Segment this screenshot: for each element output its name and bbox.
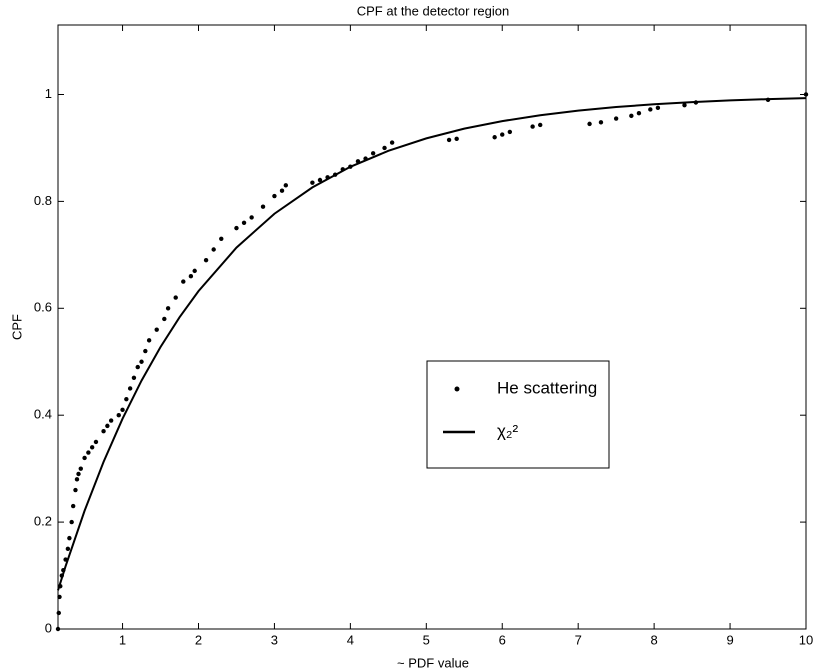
x-axis-label: ~ PDF value — [397, 655, 469, 670]
data-point — [272, 193, 277, 199]
data-point — [70, 503, 76, 509]
data-point — [154, 327, 159, 332]
data-point — [598, 120, 604, 125]
data-point — [56, 610, 61, 616]
data-point — [219, 236, 224, 242]
data-point — [108, 418, 114, 423]
data-point — [69, 519, 74, 525]
data-point — [648, 107, 653, 112]
data-point — [65, 546, 71, 552]
x-tick-label: 5 — [423, 632, 430, 647]
data-point — [73, 487, 78, 493]
data-point — [492, 135, 497, 140]
data-point — [101, 429, 106, 434]
data-point — [120, 407, 125, 413]
data-point — [310, 180, 315, 185]
data-point — [192, 268, 197, 274]
x-tick-label: 9 — [726, 632, 733, 647]
data-point — [382, 145, 387, 151]
x-tick-label: 10 — [799, 632, 813, 647]
chart-title: CPF at the detector region — [357, 3, 509, 18]
data-point — [162, 316, 167, 322]
y-tick-label: 0.2 — [34, 514, 52, 529]
data-point — [105, 423, 110, 429]
data-point — [370, 151, 376, 156]
data-point — [93, 439, 99, 445]
data-point — [500, 132, 505, 137]
data-point — [188, 274, 194, 279]
curve — [57, 97, 807, 591]
data-point — [446, 137, 452, 143]
data-point — [181, 279, 186, 284]
data-point — [629, 113, 634, 119]
data-point — [116, 412, 121, 418]
x-tick-label: 2 — [195, 632, 202, 647]
data-point — [124, 396, 129, 402]
data-point — [454, 136, 459, 142]
data-point — [241, 220, 247, 225]
data-point — [234, 225, 239, 231]
x-tick-label: 4 — [347, 632, 354, 647]
legend-marker — [454, 386, 460, 392]
data-point — [76, 471, 81, 477]
data-point — [143, 348, 148, 354]
data-point — [135, 364, 140, 370]
data-point — [82, 455, 87, 461]
data-point — [211, 247, 216, 252]
plot-frame — [57, 24, 807, 630]
x-tick-label: 7 — [575, 632, 582, 647]
x-tick-label: 3 — [271, 632, 278, 647]
y-tick-label: 0.8 — [34, 193, 52, 208]
data-point — [55, 626, 61, 632]
legend-box — [426, 360, 610, 469]
data-point — [283, 183, 289, 188]
data-point — [530, 124, 535, 129]
data-point — [139, 359, 144, 364]
data-point — [78, 466, 83, 471]
data-point — [260, 204, 266, 209]
data-point — [203, 257, 209, 263]
y-axis-label: CPF — [9, 314, 24, 340]
data-point — [682, 102, 687, 108]
y-tick-label: 0.4 — [34, 407, 52, 422]
data-point — [67, 535, 72, 541]
data-point — [538, 122, 543, 128]
data-point — [587, 121, 592, 127]
data-point — [507, 129, 513, 135]
x-tick-label: 8 — [651, 632, 658, 647]
data-point — [89, 445, 95, 450]
data-point — [165, 306, 171, 311]
x-tick-label: 6 — [499, 632, 506, 647]
y-tick-label: 1 — [45, 86, 52, 101]
data-point — [613, 116, 619, 121]
y-tick-label: 0 — [45, 620, 52, 635]
data-point — [389, 140, 395, 145]
data-point — [317, 177, 323, 183]
data-point — [86, 450, 91, 455]
data-point — [146, 338, 152, 343]
y-tick-label: 0.6 — [34, 300, 52, 315]
data-point — [655, 105, 661, 111]
data-point — [173, 295, 178, 300]
data-point — [57, 594, 62, 600]
x-tick-label: 1 — [119, 632, 126, 647]
legend-label: He scattering — [497, 378, 597, 397]
data-point — [636, 110, 642, 116]
legend-label: χ₂² — [497, 421, 519, 440]
data-point — [803, 92, 809, 97]
data-point — [131, 375, 137, 380]
data-point — [74, 477, 80, 482]
data-point — [127, 386, 133, 391]
data-point — [279, 188, 285, 193]
data-point — [249, 215, 254, 220]
